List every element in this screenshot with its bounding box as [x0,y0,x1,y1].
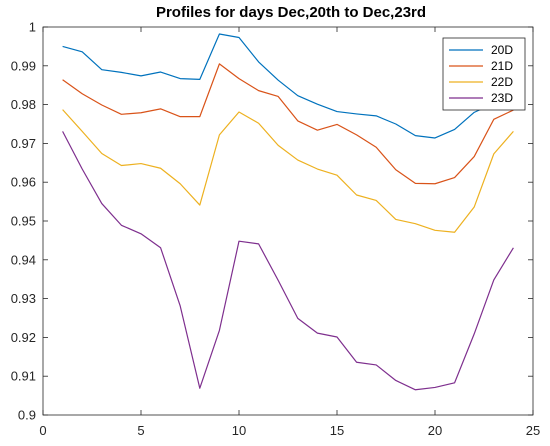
x-tick-label: 20 [428,423,442,438]
series-line-21D [62,63,514,185]
y-tick-label: 0.97 [11,136,36,151]
y-tick-label: 0.94 [11,252,36,267]
legend: 20D 21D 22D 23D [442,37,526,111]
y-tick-label: 0.95 [11,214,36,229]
series-line-22D [62,109,514,233]
series-line-20D [62,33,514,139]
y-tick-label: 0.93 [11,291,36,306]
legend-label-21D: 21D [491,59,513,73]
x-tick-label: 15 [330,423,344,438]
x-tick-label: 25 [526,423,540,438]
y-tick-label: 0.9 [18,408,36,423]
chart-title: Profiles for days Dec,20th to Dec,23rd [156,4,426,21]
x-tick-label: 0 [39,423,46,438]
series-group [62,33,514,391]
y-tick-label: 0.99 [11,58,36,73]
legend-label-22D: 22D [491,75,513,89]
x-tick-label: 10 [232,423,246,438]
legend-label-23D: 23D [491,91,513,105]
y-tick-label: 0.96 [11,175,36,190]
y-tick-label: 1 [29,20,36,35]
y-tick-label: 0.91 [11,369,36,384]
y-tick-label: 0.98 [11,97,36,112]
y-tick-label: 0.92 [11,330,36,345]
legend-label-20D: 20D [491,43,513,57]
series-line-23D [62,131,514,391]
x-tick-label: 5 [137,423,144,438]
axes: 0 5 10 15 20 25 0.9 0.91 0.92 0.93 0.94 0.95 0.96 0.9… [11,20,541,439]
